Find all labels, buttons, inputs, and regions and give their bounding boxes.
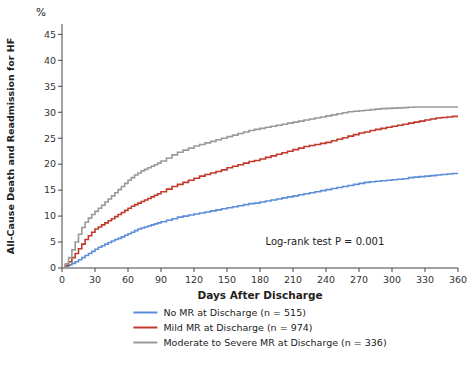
y-tick-label: 15 xyxy=(44,184,56,195)
x-tick xyxy=(227,268,228,272)
legend-swatch xyxy=(133,327,157,329)
x-tick-label: 300 xyxy=(383,274,401,285)
legend-label: Mild MR at Discharge (n = 974) xyxy=(163,322,312,333)
x-tick-label: 90 xyxy=(155,274,167,285)
y-tick xyxy=(58,86,62,87)
x-tick-label: 240 xyxy=(317,274,335,285)
x-tick-label: 150 xyxy=(218,274,236,285)
y-tick xyxy=(58,242,62,243)
y-tick-label: 0 xyxy=(50,262,56,273)
x-tick-label: 60 xyxy=(122,274,134,285)
x-tick xyxy=(458,268,459,272)
y-tick-label: 10 xyxy=(44,210,56,221)
chart: 0 30 60 90 120 150 180 210 240 270 300 330 360 0 5 10 15… xyxy=(0,0,474,381)
y-tick xyxy=(58,164,62,165)
y-tick xyxy=(58,268,62,269)
y-tick xyxy=(58,216,62,217)
legend-swatch xyxy=(133,312,157,314)
y-tick xyxy=(58,190,62,191)
y-tick-label: 45 xyxy=(44,29,56,40)
km-curve xyxy=(62,116,458,268)
x-tick-label: 120 xyxy=(185,274,203,285)
series-group xyxy=(62,107,458,268)
x-tick xyxy=(359,268,360,272)
x-tick xyxy=(62,268,63,272)
legend-label: No MR at Discharge (n = 515) xyxy=(163,307,306,318)
y-tick-label: 20 xyxy=(44,158,56,169)
axes: 0 30 60 90 120 150 180 210 240 270 300 330 360 0 5 10 15… xyxy=(44,24,467,285)
y-tick xyxy=(58,138,62,139)
x-tick xyxy=(128,268,129,272)
x-tick-label: 330 xyxy=(416,274,434,285)
y-tick-label: 35 xyxy=(44,81,56,92)
x-tick xyxy=(260,268,261,272)
x-tick-label: 0 xyxy=(59,274,65,285)
x-tick-label: 270 xyxy=(350,274,368,285)
y-tick-label: 30 xyxy=(44,107,56,118)
legend: No MR at Discharge (n = 515) Mild MR at D… xyxy=(133,307,386,348)
y-unit-label: % xyxy=(36,6,46,18)
y-tick xyxy=(58,112,62,113)
y-tick xyxy=(58,60,62,61)
y-axis-label: All-Cause Death and Readmission for HF xyxy=(5,38,16,254)
x-tick xyxy=(392,268,393,272)
x-tick xyxy=(425,268,426,272)
x-tick xyxy=(161,268,162,272)
y-tick-label: 5 xyxy=(50,236,56,247)
legend-swatch xyxy=(133,342,157,344)
y-tick-label: 25 xyxy=(44,133,56,144)
y-tick-label: 40 xyxy=(44,55,56,66)
x-tick-label: 210 xyxy=(284,274,302,285)
x-tick-label: 360 xyxy=(449,274,467,285)
x-tick xyxy=(293,268,294,272)
x-axis-label: Days After Discharge xyxy=(197,289,322,301)
x-tick xyxy=(95,268,96,272)
y-tick xyxy=(58,34,62,35)
legend-label: Moderate to Severe MR at Discharge (n = … xyxy=(163,337,386,348)
x-tick xyxy=(194,268,195,272)
km-curve xyxy=(62,107,458,268)
annotation: Log-rank test P = 0.001 xyxy=(266,236,385,247)
x-tick xyxy=(326,268,327,272)
x-tick-label: 30 xyxy=(89,274,101,285)
x-tick-label: 180 xyxy=(251,274,269,285)
